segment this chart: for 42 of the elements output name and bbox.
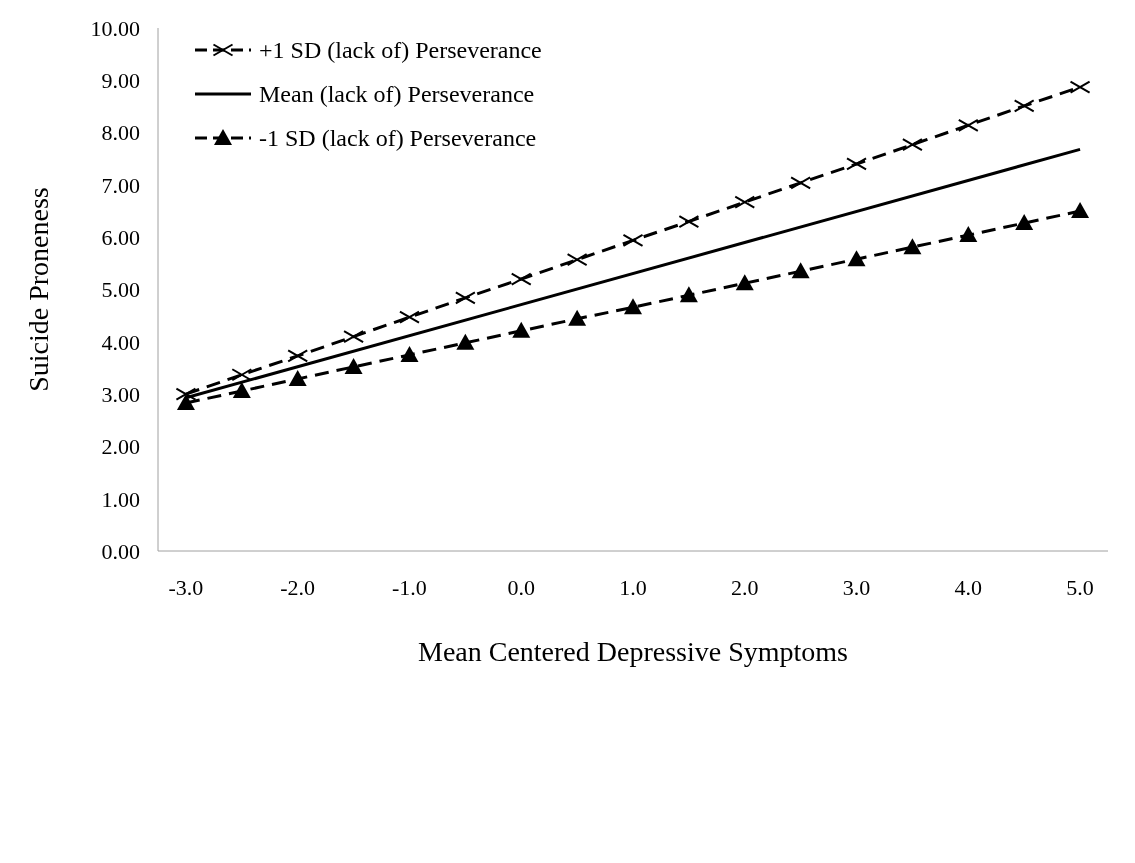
y-tick-label: 10.00	[90, 15, 140, 41]
x-tick-label: 0.0	[507, 574, 535, 600]
legend-label: Mean (lack of) Perseverance	[259, 80, 535, 108]
point	[1015, 214, 1034, 231]
point	[624, 298, 642, 315]
point	[1071, 202, 1090, 219]
point	[400, 345, 419, 362]
y-tick-label: 3.00	[101, 381, 140, 407]
legend-label: +1 SD (lack of) Perseverance	[259, 36, 542, 64]
point	[512, 321, 531, 338]
point	[344, 357, 363, 374]
x-tick-label: 4.0	[954, 574, 983, 600]
x-tick-label: 5.0	[1066, 574, 1094, 600]
point	[679, 286, 698, 303]
x-tick-label: 2.0	[731, 574, 759, 600]
x-tick-label: 1.0	[619, 574, 647, 600]
point	[903, 238, 922, 255]
x-tick-label: -3.0	[168, 574, 204, 600]
y-tick-label: 1.00	[101, 486, 140, 512]
point	[176, 393, 195, 410]
point	[568, 309, 587, 326]
y-tick-label: 8.00	[101, 120, 140, 146]
x-tick-label: 3.0	[842, 574, 871, 600]
x-axis-title: Mean Centered Depressive Symptoms	[417, 636, 849, 667]
y-tick-label: 0.00	[101, 538, 140, 564]
point	[232, 381, 251, 398]
x-tick-label: -2.0	[280, 574, 316, 600]
point	[959, 226, 978, 243]
point	[735, 274, 754, 291]
point	[456, 333, 475, 350]
y-tick-label: 2.00	[101, 434, 140, 460]
y-tick-label: 7.00	[101, 172, 140, 198]
point	[288, 369, 307, 386]
point	[791, 262, 810, 279]
point	[847, 250, 866, 267]
y-tick-label: 6.00	[101, 225, 140, 251]
y-tick-label: 4.00	[101, 329, 140, 355]
y-tick-label: 9.00	[101, 68, 140, 94]
y-axis-title: Suicide Proneness	[22, 187, 54, 392]
legend-label: -1 SD (lack of) Perseverance	[259, 124, 537, 152]
x-tick-label: -1.0	[392, 574, 427, 600]
y-tick-label: 5.00	[101, 277, 140, 303]
